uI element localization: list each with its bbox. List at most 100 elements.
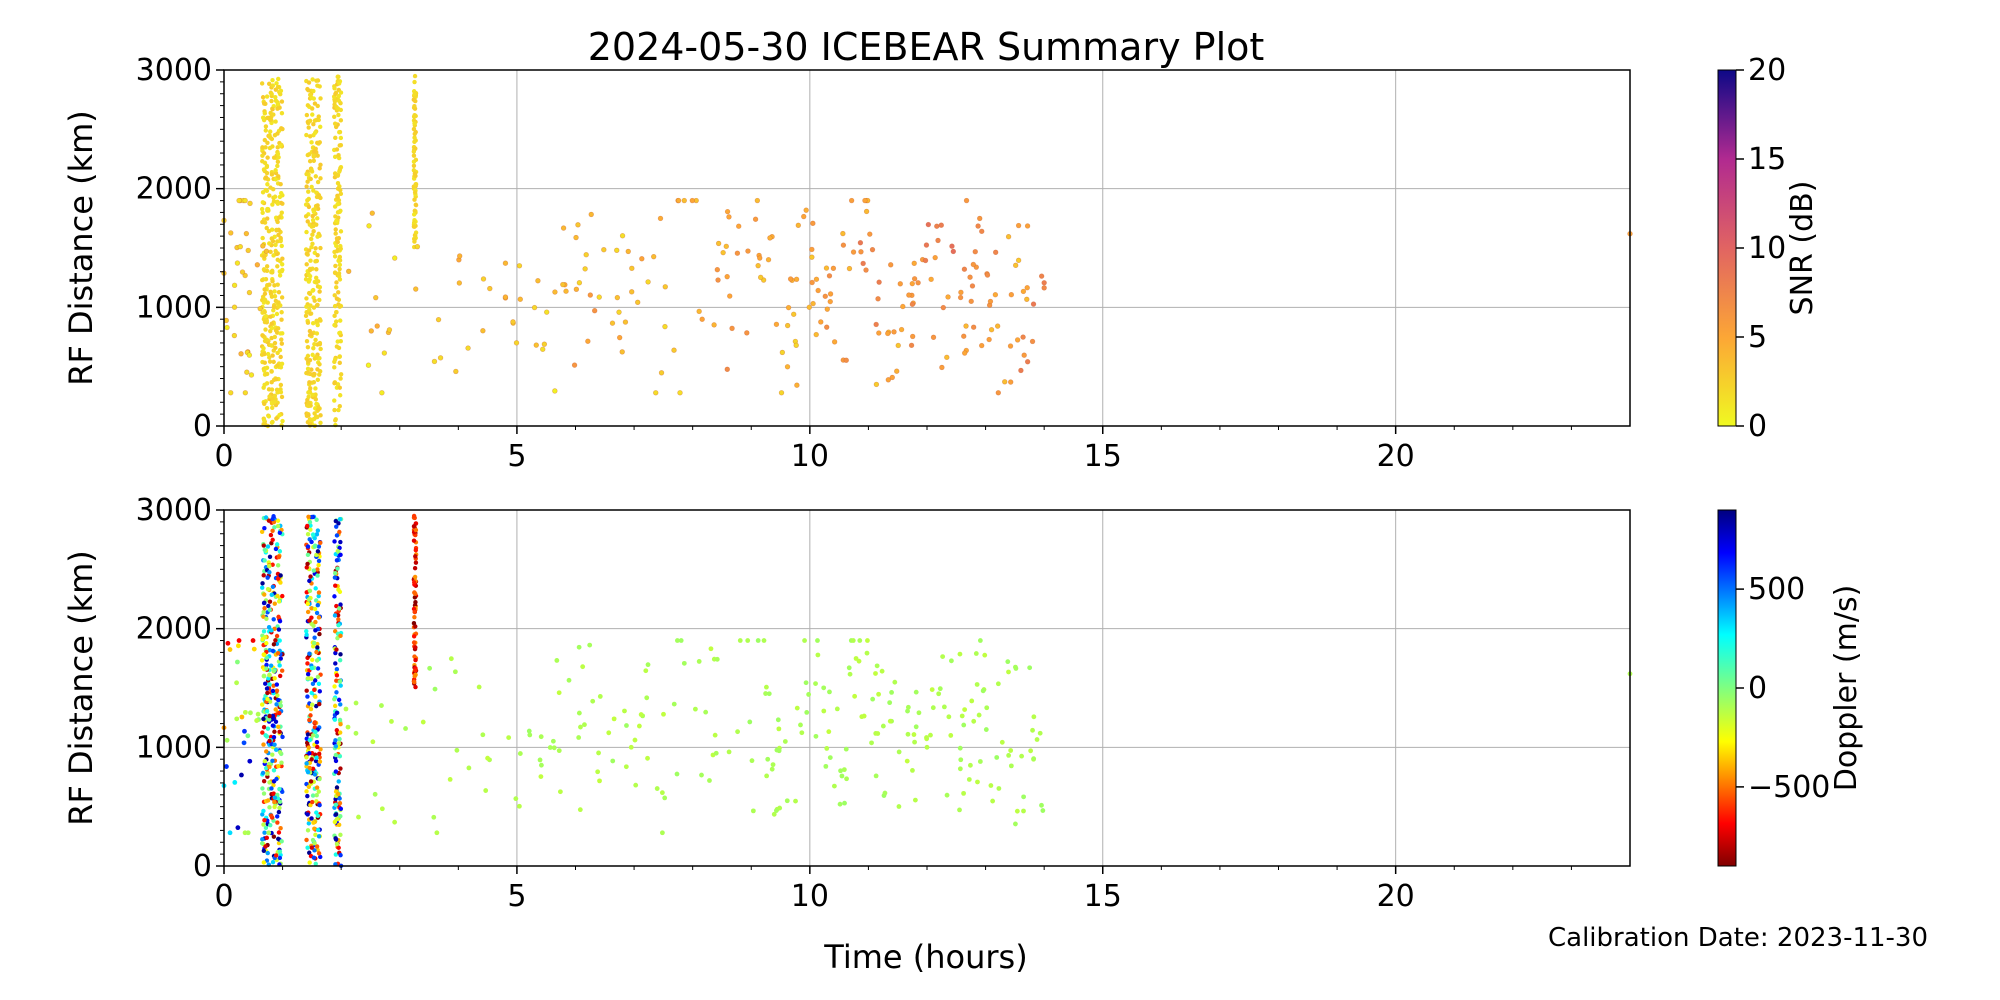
- data-point: [304, 304, 309, 309]
- data-point: [392, 255, 398, 261]
- data-point: [337, 545, 342, 551]
- data-point: [338, 552, 343, 558]
- data-point: [924, 744, 930, 750]
- data-point: [904, 758, 910, 764]
- data-point: [264, 749, 269, 754]
- data-point: [936, 691, 942, 697]
- data-point: [267, 282, 272, 287]
- data-point: [977, 759, 983, 764]
- data-point: [268, 289, 273, 294]
- data-point: [510, 319, 516, 325]
- data-point: [315, 827, 321, 833]
- data-point: [278, 703, 284, 708]
- data-point: [309, 676, 314, 681]
- data-point: [306, 248, 312, 253]
- data-point: [260, 837, 265, 842]
- data-point: [887, 718, 893, 724]
- data-point: [270, 405, 275, 410]
- data-point: [336, 549, 341, 554]
- data-point: [307, 737, 313, 743]
- data-point: [264, 641, 269, 646]
- data-point: [707, 778, 712, 783]
- data-point: [544, 309, 550, 315]
- data-point: [273, 719, 279, 724]
- data-point: [316, 590, 322, 595]
- data-point: [306, 189, 311, 194]
- data-point: [305, 320, 311, 325]
- data-point: [411, 513, 417, 519]
- data-point: [304, 296, 309, 301]
- data-point: [308, 713, 313, 718]
- data-point: [1039, 802, 1044, 808]
- data-point: [269, 343, 274, 348]
- data-point: [261, 573, 266, 578]
- data-point: [1028, 748, 1034, 754]
- data-point: [261, 808, 266, 814]
- data-point: [234, 260, 241, 266]
- data-point: [279, 337, 284, 342]
- data-point: [273, 853, 279, 858]
- data-point: [260, 786, 265, 791]
- data-point: [308, 311, 313, 316]
- data-point: [265, 206, 270, 212]
- data-point: [275, 239, 280, 244]
- data-point: [1029, 338, 1036, 345]
- data-point: [338, 814, 343, 819]
- data-point: [262, 418, 267, 423]
- top-data-points: [221, 73, 1633, 429]
- data-point: [412, 73, 418, 79]
- data-point: [277, 673, 283, 679]
- data-point: [576, 280, 583, 286]
- data-point: [412, 239, 417, 244]
- data-point: [932, 254, 938, 261]
- doppler-colorbar: −500 0 500 Doppler (m/s): [1717, 509, 1864, 867]
- data-point: [305, 609, 311, 615]
- data-point: [271, 617, 276, 622]
- data-point: [334, 310, 339, 315]
- data-point: [826, 729, 832, 735]
- data-point: [318, 540, 323, 545]
- data-point: [267, 682, 272, 687]
- data-point: [841, 767, 847, 773]
- data-point: [413, 554, 418, 559]
- data-point: [264, 94, 270, 99]
- data-point: [810, 220, 816, 227]
- data-point: [334, 236, 340, 241]
- data-point: [316, 834, 322, 839]
- data-point: [239, 714, 245, 720]
- data-point: [334, 218, 339, 224]
- data-point: [317, 701, 322, 707]
- data-point: [757, 255, 763, 261]
- data-point: [485, 755, 490, 761]
- data-point: [895, 342, 901, 349]
- data-point: [270, 584, 276, 589]
- data-point: [307, 751, 312, 756]
- data-point: [307, 578, 312, 584]
- data-point: [234, 680, 239, 686]
- data-point: [276, 599, 282, 604]
- data-point: [337, 679, 343, 684]
- data-point: [336, 622, 341, 628]
- data-point: [224, 737, 230, 743]
- data-point: [336, 258, 341, 263]
- data-point: [369, 210, 375, 216]
- data-point: [267, 599, 273, 604]
- colorbar-tick-label: 0: [1748, 671, 1767, 706]
- data-point: [263, 681, 268, 686]
- data-point: [267, 241, 272, 246]
- data-point: [316, 751, 322, 757]
- data-point: [773, 321, 780, 328]
- data-point: [465, 345, 471, 351]
- data-point: [961, 790, 966, 796]
- y-tick-label: 0: [193, 409, 212, 444]
- data-point: [696, 308, 702, 315]
- data-point: [279, 268, 284, 274]
- data-point: [332, 357, 338, 362]
- data-point: [379, 390, 385, 396]
- data-point: [824, 324, 830, 330]
- snr-colorbar: 0 5 10 15 20 SNR (dB): [1717, 53, 1820, 444]
- data-point: [333, 227, 338, 232]
- data-point: [338, 852, 343, 858]
- data-point: [315, 367, 320, 372]
- data-point: [305, 552, 311, 558]
